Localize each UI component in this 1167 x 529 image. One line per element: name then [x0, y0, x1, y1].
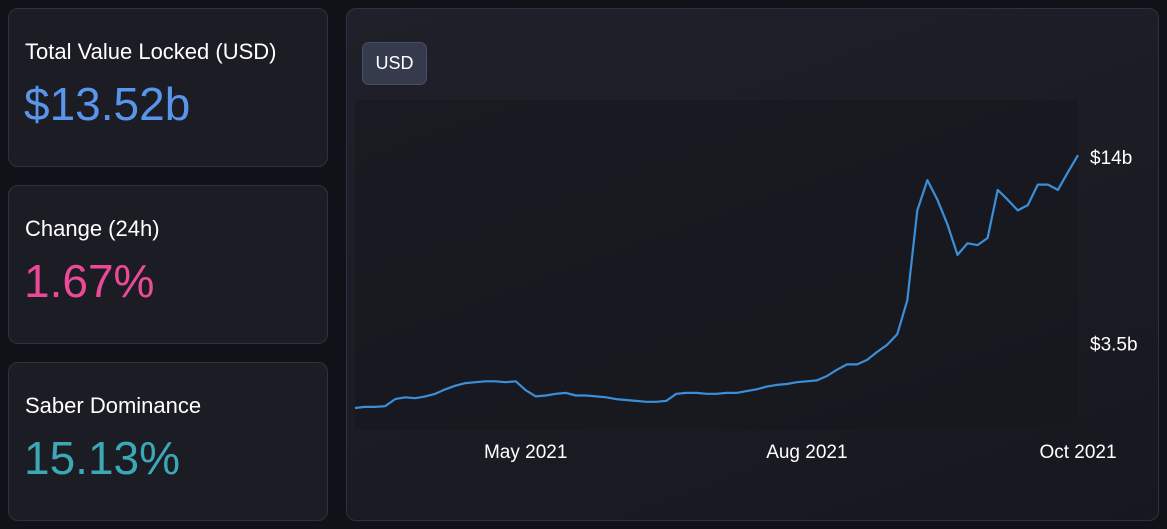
x-tick-label: Oct 2021	[1039, 442, 1116, 463]
y-tick-label: $14b	[1090, 148, 1132, 169]
card-value: $13.52b	[24, 78, 191, 130]
x-tick-label: Aug 2021	[766, 442, 847, 463]
currency-button[interactable]: USD	[362, 42, 427, 85]
tvl-line	[354, 154, 1079, 410]
card-value: 1.67%	[24, 255, 155, 307]
stat-card: Change (24h) 1.67%	[8, 185, 328, 344]
card-value: 15.13%	[24, 432, 181, 484]
x-tick-label: May 2021	[484, 442, 567, 463]
card-label: Total Value Locked (USD)	[25, 39, 277, 64]
stat-card: Saber Dominance 15.13%	[8, 362, 328, 521]
card-label: Change (24h)	[25, 216, 160, 241]
stat-card: Total Value Locked (USD) $13.52b	[8, 8, 328, 167]
plot-area	[355, 100, 1078, 430]
y-tick-label: $3.5b	[1090, 335, 1138, 356]
card-label: Saber Dominance	[25, 393, 202, 418]
